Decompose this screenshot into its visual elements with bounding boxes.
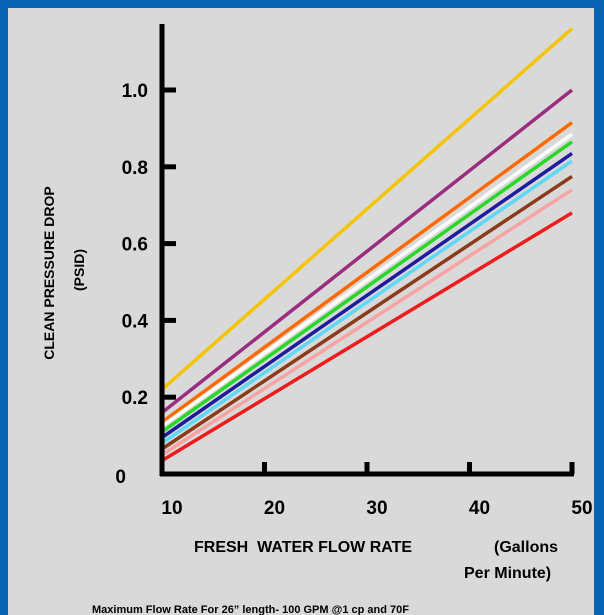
series-line-5 (160, 140, 574, 434)
pressure-drop-chart: 10 20 30 40 50 0 0.2 0.4 0.6 0.8 1.0 CLEAN PRESSURE… (41, 24, 593, 519)
series-line-7 (161, 159, 573, 445)
chart-panel: 10 20 30 40 50 0 0.2 0.4 0.6 0.8 1.0 CLEAN PRESSURE… (8, 8, 594, 615)
series-line-9 (161, 188, 573, 457)
x-axis-label-part2: (Gallons (494, 539, 559, 556)
x-tick-label-10: 10 (161, 498, 182, 519)
x-tick-label-30: 30 (366, 498, 387, 519)
x-tick-label-50: 50 (571, 498, 592, 519)
series-line-6 (161, 151, 573, 439)
y-tick-label-0.4: 0.4 (122, 311, 149, 332)
y-tick-label-0.6: 0.6 (122, 235, 148, 256)
y-tick-label-0: 0 (115, 467, 126, 488)
y-axis-label-line1: CLEAN PRESSURE DROP (41, 186, 57, 359)
x-axis-label-part1: FRESH WATER FLOW RATE (194, 539, 413, 556)
y-tick-label-1.0: 1.0 (122, 81, 148, 102)
y-tick-label-0.8: 0.8 (122, 158, 148, 179)
y-tick-label-0.2: 0.2 (122, 388, 148, 409)
series-line-3 (160, 121, 574, 424)
series-line-2 (160, 88, 574, 414)
series-line-10 (161, 211, 573, 463)
x-tick-label-20: 20 (264, 498, 285, 519)
footnote: Maximum Flow Rate For 26” length- 100 GP… (92, 604, 409, 615)
x-axis-label-part3: Per Minute) (464, 565, 552, 582)
x-tick-label-40: 40 (469, 498, 490, 519)
series-line-1 (160, 27, 574, 391)
series-line-8 (161, 174, 573, 451)
series-line-4 (160, 132, 574, 428)
y-axis-label-line2: (PSID) (71, 249, 87, 291)
